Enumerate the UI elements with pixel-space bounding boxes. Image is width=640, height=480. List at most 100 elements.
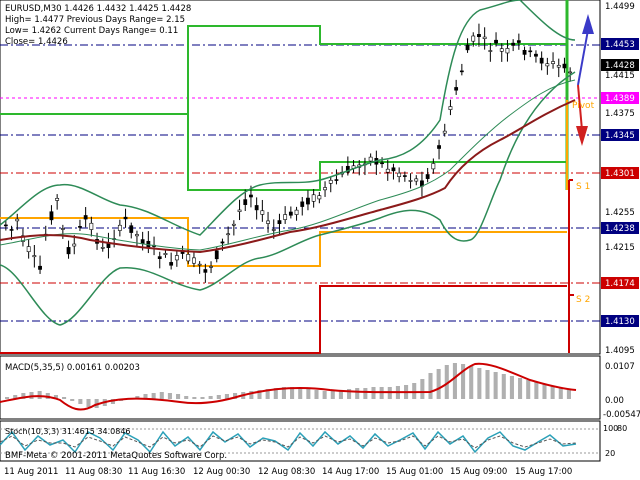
candle-body xyxy=(243,199,248,205)
direction-arrows xyxy=(576,14,594,146)
candle-body xyxy=(283,214,288,220)
bollinger-bands xyxy=(0,0,576,326)
macd-bar xyxy=(534,382,539,399)
price-badge-text: 1.4389 xyxy=(605,94,635,104)
macd-bar xyxy=(436,369,441,399)
candle-body xyxy=(414,178,419,182)
macd-label: MACD(5,35,5) 0.00161 0.00203 xyxy=(5,363,140,373)
resistance-step-line-lower xyxy=(0,113,567,191)
macd-bar xyxy=(281,387,286,399)
candle-body xyxy=(157,256,162,259)
macd-panel: MACD(5,35,5) 0.00161 0.00203 0.0107 0.00… xyxy=(0,362,640,420)
macd-bar xyxy=(412,383,417,399)
candle-body xyxy=(385,168,390,173)
macd-bar xyxy=(518,378,523,399)
candle-body xyxy=(231,223,236,226)
macd-bar xyxy=(37,391,42,399)
s2-label: S 2 xyxy=(576,295,590,305)
candle-body xyxy=(226,233,231,236)
candle-body xyxy=(437,145,441,149)
macd-bar xyxy=(62,397,67,399)
time-axis: 11 Aug 2011 11 Aug 08:30 11 Aug 16:30 12… xyxy=(4,467,572,477)
time-tick: 15 Aug 09:00 xyxy=(450,467,507,477)
candle-body xyxy=(328,179,333,184)
macd-bar xyxy=(176,394,181,399)
info-panel: EURUSD,M30 1.4426 1.4432 1.4425 1.4428 H… xyxy=(5,4,191,47)
macd-bar xyxy=(184,396,189,399)
candle-body xyxy=(448,106,453,110)
price-tick: 1.4375 xyxy=(605,109,635,119)
candle-body xyxy=(100,247,105,249)
candle-body xyxy=(505,48,510,54)
price-axis: 1.4499 1.4415 1.4375 1.4255 1.4215 1.409… xyxy=(601,2,639,356)
stoch-axis-80: 80 xyxy=(617,424,627,433)
candle-body xyxy=(3,224,8,227)
pivot-steps xyxy=(0,0,574,354)
price-tick: 1.4499 xyxy=(605,2,635,12)
macd-bar xyxy=(461,364,466,399)
candle-body xyxy=(334,179,339,181)
macd-bar xyxy=(306,389,311,399)
stoch-main-line xyxy=(0,430,577,454)
candle-body xyxy=(465,44,470,51)
time-tick: 15 Aug 01:00 xyxy=(386,467,443,477)
candle-body xyxy=(174,255,179,261)
macd-bar xyxy=(78,399,83,404)
stoch-label: Stoch(10,3,3) 31.4615 34.0846 xyxy=(5,427,131,436)
pivot-step-line xyxy=(0,217,567,267)
level-lines xyxy=(0,44,600,322)
candle-body xyxy=(380,162,384,165)
macd-bar xyxy=(330,391,335,399)
macd-bar xyxy=(273,388,278,399)
support-step-line xyxy=(0,285,567,354)
macd-bar xyxy=(469,366,474,399)
price-tick: 1.4415 xyxy=(605,71,635,81)
s1-label: S 1 xyxy=(576,182,590,192)
macd-signal-line xyxy=(0,362,577,411)
candlesticks xyxy=(3,23,573,283)
info-line-2: High= 1.4477 Previous Days Range= 2.15 xyxy=(5,15,185,25)
macd-bar xyxy=(566,390,571,399)
macd-bar xyxy=(322,391,327,399)
macd-bar xyxy=(558,388,563,399)
macd-bar xyxy=(53,395,58,399)
macd-bar xyxy=(485,370,490,399)
time-tick: 11 Aug 16:30 xyxy=(128,467,185,477)
candle-body xyxy=(562,63,567,69)
price-tick: 1.4215 xyxy=(605,243,635,253)
price-badge xyxy=(601,129,639,141)
macd-bar xyxy=(477,368,482,399)
candle-body xyxy=(26,246,31,253)
candle-body xyxy=(254,205,259,211)
macd-bar xyxy=(216,395,221,399)
candle-body xyxy=(499,48,504,52)
candle-body xyxy=(66,247,71,255)
arrow-up-icon xyxy=(582,14,594,34)
candle-body xyxy=(55,198,60,201)
arrow-up-line xyxy=(577,29,589,86)
macd-bar xyxy=(501,374,506,399)
candle-body xyxy=(459,70,464,73)
candle-body xyxy=(317,195,322,200)
macd-axis-bottom: -0.00547 xyxy=(603,410,640,420)
candle-body xyxy=(471,35,476,42)
bollinger-lower xyxy=(0,71,576,326)
candle-body xyxy=(123,216,128,220)
candle-body xyxy=(545,63,550,67)
macd-bar xyxy=(290,387,295,399)
macd-bar xyxy=(428,373,433,399)
price-badge-text: 1.4453 xyxy=(605,40,635,50)
copyright-text: BMF-Meta © 2001-2011 MetaQuotes Software… xyxy=(5,451,227,461)
candle-body xyxy=(431,163,436,170)
info-line-1: EURUSD,M30 1.4426 1.4432 1.4425 1.4428 xyxy=(5,4,191,14)
candle-body xyxy=(528,50,533,53)
candle-body xyxy=(568,71,573,74)
macd-bar xyxy=(363,388,368,399)
candle-body xyxy=(49,211,54,221)
price-badge xyxy=(601,277,639,289)
macd-bar xyxy=(265,389,270,399)
candle-body xyxy=(311,194,316,202)
stoch-signal-line xyxy=(0,435,577,449)
macd-bar xyxy=(13,395,18,399)
